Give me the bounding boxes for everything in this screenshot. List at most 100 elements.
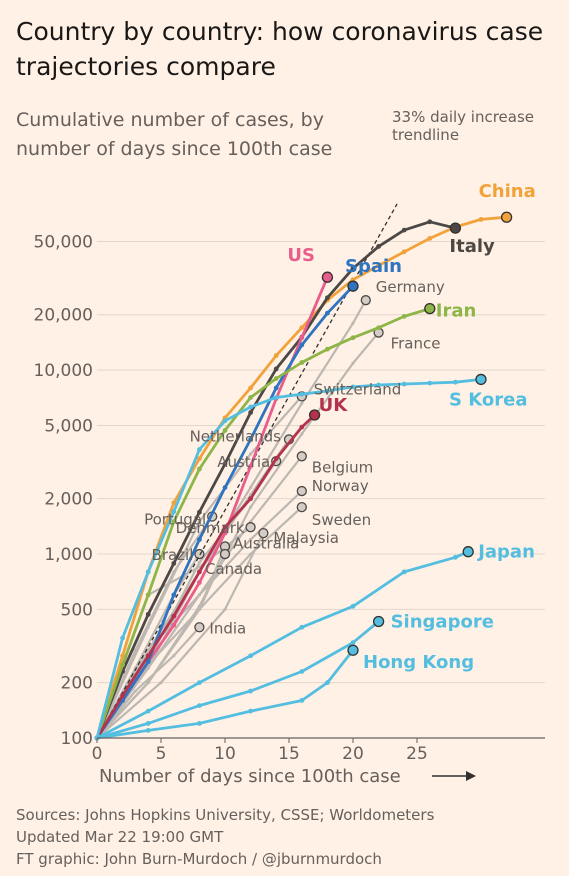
data-point-italy [197, 509, 202, 515]
end-marker-brazil [194, 548, 205, 560]
end-marker-canada [219, 548, 231, 560]
data-point-switzerland [197, 520, 201, 524]
data-point-portugal [172, 570, 176, 574]
data-point-s-korea [350, 384, 356, 390]
series-label-france: France [391, 335, 441, 353]
end-marker-spain [347, 280, 359, 292]
y-tick-label: 5,000 [44, 416, 93, 436]
series-label-malaysia: Malaysia [273, 529, 339, 547]
data-point-uk [222, 524, 228, 530]
data-point-spain [248, 437, 254, 442]
data-point-s-korea [427, 380, 433, 386]
data-point-norway [249, 537, 253, 542]
data-point-china [401, 249, 407, 255]
y-tick-label: 100 [61, 729, 93, 749]
data-point-spain [273, 385, 279, 391]
data-point-italy [273, 366, 279, 372]
data-point-iran [273, 376, 279, 381]
data-point-s-korea [325, 388, 330, 394]
x-tick-label: 15 [278, 744, 300, 764]
credit-note: FT graphic: John Burn-Murdoch / @jburnmu… [16, 850, 382, 868]
end-marker-singapore [372, 615, 385, 628]
data-point-iran [325, 346, 330, 352]
end-marker-iran [424, 302, 436, 315]
data-point-uk [273, 456, 279, 462]
highlight-series-layer [94, 211, 513, 741]
data-point-us [171, 622, 177, 628]
end-marker-us [321, 271, 334, 283]
label-layer: China Italy US Spain Iran UK S Korea Japan Singa… [144, 181, 536, 673]
grid-layer [97, 241, 545, 739]
data-point-china [197, 456, 202, 462]
data-point-canada [197, 607, 201, 612]
series-label-australia: Australia [233, 534, 299, 552]
x-tick-label: 0 [92, 744, 103, 764]
series-label-portugal: Portugal [144, 511, 206, 529]
data-point-hong-kong [325, 680, 330, 686]
data-point-s-korea [120, 635, 125, 641]
data-point-s-korea [171, 509, 177, 515]
series-label-switzerland: Switzerland [314, 380, 402, 398]
y-tick-label: 50,000 [34, 233, 93, 253]
data-point-iran [248, 395, 254, 400]
series-label-s-korea: S Korea [449, 389, 527, 410]
data-point-china [427, 236, 433, 241]
data-point-hong-kong [299, 698, 305, 703]
series-label-austria: Austria [217, 453, 270, 471]
data-point-china [248, 385, 254, 391]
series-label-canada: Canada [205, 560, 262, 578]
x-axis-label: Number of days since 100th case [99, 766, 401, 787]
data-point-japan [145, 708, 151, 714]
data-point-singapore [299, 669, 305, 674]
data-point-hong-kong [145, 727, 151, 733]
series-line-uk [95, 413, 316, 740]
data-point-japan [453, 554, 458, 560]
series-label-netherlands: Netherlands [190, 427, 282, 445]
data-point-s-korea [145, 569, 151, 575]
data-point-hong-kong [197, 721, 202, 726]
data-point-iran [171, 519, 177, 525]
series-line-brazil [95, 553, 201, 740]
end-marker-denmark [245, 522, 256, 533]
series-label-belgium: Belgium [312, 458, 374, 476]
data-point-iran [299, 360, 305, 365]
data-point-uk [120, 693, 125, 699]
series-label-us: US [287, 245, 315, 266]
data-point-china [120, 653, 125, 659]
y-tick-label: 1,000 [44, 545, 93, 565]
data-point-s-korea [222, 418, 228, 424]
series-label-spain: Spain [345, 256, 402, 277]
data-point-iran [197, 466, 202, 472]
end-marker-sweden [296, 501, 307, 513]
series-label-japan: Japan [476, 542, 535, 563]
x-tick-label: 20 [342, 744, 364, 764]
data-point-s-korea [248, 404, 254, 410]
data-point-france [300, 432, 304, 436]
data-point-germany [300, 401, 304, 405]
data-point-iran [145, 592, 151, 598]
data-point-uk [171, 613, 177, 619]
data-point-japan [197, 680, 202, 686]
data-point-us [299, 335, 305, 341]
data-point-singapore [145, 721, 151, 726]
data-point-uk [248, 496, 254, 502]
series-label-italy: Italy [449, 236, 495, 257]
x-tick-label: 10 [214, 744, 236, 764]
data-point-singapore [248, 688, 254, 694]
end-marker-japan [462, 546, 474, 558]
series-line-india [95, 626, 201, 740]
data-point-s-korea [453, 379, 458, 385]
data-point-spain [145, 659, 151, 665]
series-line-canada [95, 553, 227, 740]
data-point-hong-kong [248, 708, 254, 714]
data-point-malaysia [223, 607, 227, 612]
data-point-italy [171, 560, 177, 566]
series-label-uk: UK [319, 395, 349, 416]
data-point-austria [197, 560, 201, 565]
data-point-iran [401, 313, 407, 319]
data-point-spain [299, 342, 305, 348]
series-label-singapore: Singapore [391, 611, 494, 632]
data-point-china [171, 500, 177, 506]
data-point-italy [376, 244, 381, 249]
end-marker-china [500, 211, 513, 223]
